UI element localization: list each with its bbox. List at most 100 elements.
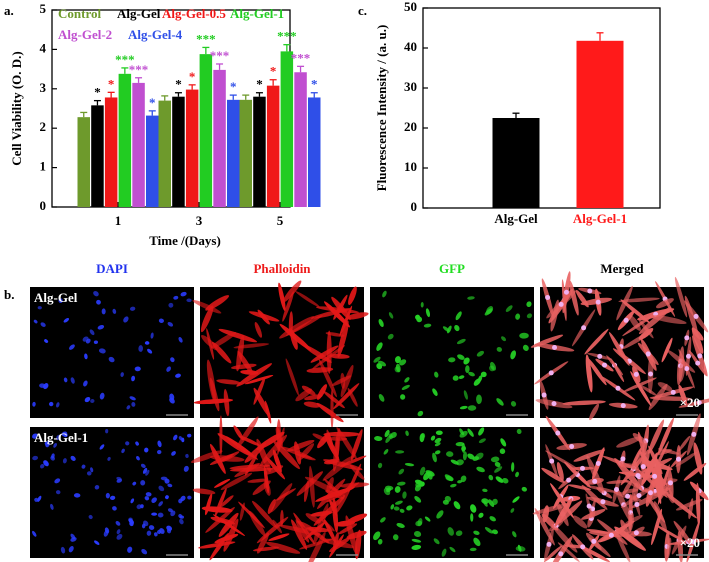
cell bbox=[616, 436, 642, 448]
cell bbox=[268, 533, 290, 542]
cell bbox=[355, 529, 362, 560]
cell bbox=[346, 513, 368, 524]
cell bbox=[112, 308, 117, 314]
cell bbox=[187, 495, 192, 500]
panel-label: a. bbox=[4, 3, 14, 18]
cell bbox=[318, 359, 337, 398]
cell bbox=[691, 327, 704, 354]
nucleus bbox=[580, 544, 586, 550]
cell bbox=[488, 474, 494, 481]
cell bbox=[473, 378, 481, 386]
cell bbox=[212, 514, 246, 537]
cell bbox=[510, 401, 517, 407]
cell bbox=[416, 316, 423, 323]
cell bbox=[467, 428, 474, 437]
cell bbox=[54, 478, 61, 484]
bar bbox=[308, 97, 321, 207]
cell bbox=[328, 485, 345, 496]
nucleus bbox=[620, 456, 626, 462]
micrograph: ×20 bbox=[530, 271, 709, 421]
cell bbox=[377, 538, 383, 545]
cell bbox=[398, 468, 405, 475]
cell bbox=[674, 276, 688, 318]
cell bbox=[575, 290, 589, 308]
cell bbox=[94, 540, 100, 545]
bar bbox=[146, 115, 159, 207]
bar bbox=[213, 69, 226, 207]
y-tick-label: 1 bbox=[40, 159, 47, 174]
cell bbox=[340, 364, 354, 398]
y-tick-label: 10 bbox=[404, 159, 417, 174]
cell bbox=[505, 305, 513, 312]
cell bbox=[469, 547, 477, 552]
cell bbox=[49, 401, 54, 407]
significance-mark: *** bbox=[129, 62, 149, 77]
cell bbox=[673, 520, 693, 547]
nucleus bbox=[595, 460, 601, 466]
cell bbox=[129, 306, 136, 311]
cell bbox=[411, 544, 422, 550]
cell bbox=[461, 442, 466, 453]
cell bbox=[478, 427, 485, 436]
cell bbox=[622, 479, 633, 496]
cell bbox=[312, 433, 328, 442]
cell bbox=[85, 338, 91, 344]
cell bbox=[499, 448, 506, 455]
bar bbox=[280, 51, 294, 208]
cell bbox=[473, 537, 481, 547]
cell bbox=[158, 501, 163, 507]
cell bbox=[657, 417, 674, 455]
cell bbox=[116, 478, 123, 483]
cell bbox=[99, 392, 105, 400]
micrograph bbox=[370, 427, 534, 558]
y-tick-label: 20 bbox=[404, 119, 417, 134]
cell bbox=[187, 433, 192, 438]
cell bbox=[44, 339, 49, 343]
nucleus bbox=[551, 401, 557, 407]
cell bbox=[695, 482, 701, 526]
micrograph bbox=[370, 287, 534, 418]
bar bbox=[576, 40, 624, 208]
bar bbox=[104, 97, 118, 207]
cell bbox=[144, 447, 149, 453]
nucleus bbox=[595, 299, 601, 305]
cell bbox=[406, 505, 413, 511]
micrograph: ×20 bbox=[532, 413, 709, 562]
cell bbox=[180, 291, 187, 297]
cell bbox=[229, 464, 270, 470]
significance-mark: * bbox=[94, 85, 101, 100]
nucleus bbox=[647, 490, 653, 496]
cell bbox=[401, 384, 410, 390]
cell bbox=[373, 531, 381, 541]
cell bbox=[436, 510, 444, 519]
cell bbox=[521, 486, 527, 492]
cell bbox=[348, 286, 357, 306]
cell bbox=[394, 500, 403, 505]
cell bbox=[150, 332, 154, 339]
significance-mark: * bbox=[108, 76, 115, 91]
cell bbox=[135, 441, 139, 446]
cell bbox=[573, 449, 606, 462]
cell bbox=[33, 319, 38, 324]
cell bbox=[383, 449, 389, 455]
cell bbox=[620, 519, 629, 537]
cell bbox=[441, 548, 447, 557]
cell bbox=[43, 460, 49, 467]
cell bbox=[323, 459, 363, 471]
row-label: Alg-Gel bbox=[34, 290, 78, 305]
cell bbox=[151, 497, 157, 503]
cell bbox=[88, 514, 93, 520]
nucleus bbox=[591, 538, 597, 544]
nucleus bbox=[602, 362, 608, 368]
nucleus bbox=[625, 493, 631, 499]
cell bbox=[254, 321, 263, 338]
cell bbox=[467, 453, 475, 460]
cell bbox=[638, 318, 654, 339]
magnification: ×20 bbox=[680, 535, 700, 550]
cell bbox=[209, 453, 234, 465]
cell bbox=[584, 328, 609, 355]
nucleus bbox=[608, 532, 614, 538]
cell bbox=[455, 311, 462, 321]
cell bbox=[572, 515, 588, 529]
nucleus bbox=[581, 325, 587, 331]
